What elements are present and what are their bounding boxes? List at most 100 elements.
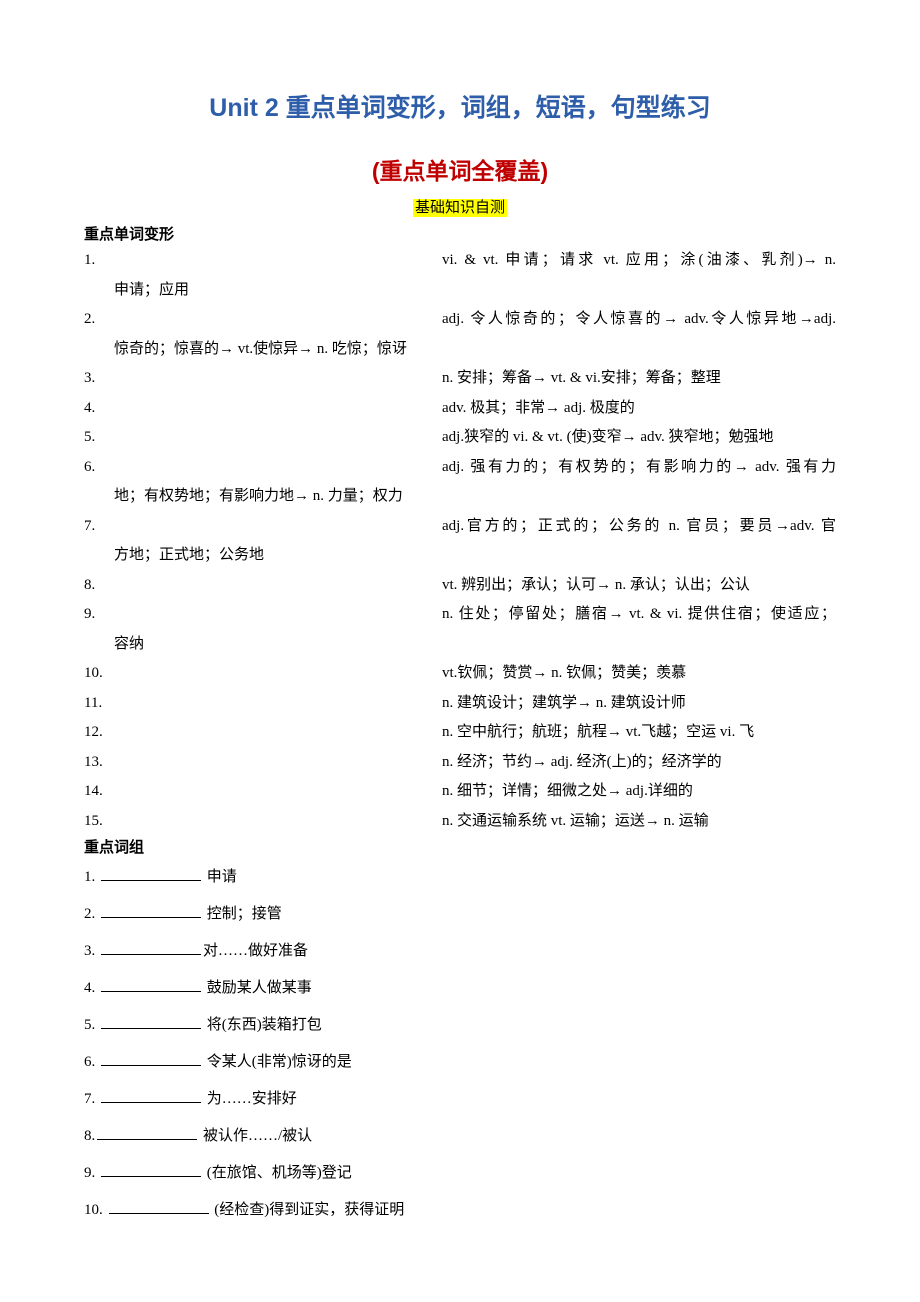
phrase-item-number: 1. <box>84 869 99 885</box>
phrase-item-blank <box>101 904 201 918</box>
vocab-item-continuation: 惊奇的；惊喜的→ vt.使惊异→ n. 吃惊；惊讶 <box>84 335 836 365</box>
vocab-item-blank <box>110 512 442 542</box>
page-title: Unit 2 重点单词变形，词组，短语，句型练习 <box>84 88 836 124</box>
phrase-item-text: 鼓励某人做某事 <box>203 980 312 996</box>
phrase-item-number: 9. <box>84 1165 99 1181</box>
vocab-item: 15. n. 交通运输系统 vt. 运输；运送→ n. 运输 <box>84 807 836 837</box>
vocab-item: 6. adj. 强有力的；有权势的；有影响力的→ adv. 强有力 <box>84 453 836 483</box>
vocab-item-blank <box>110 659 442 689</box>
phrase-item-text: 将(东西)装箱打包 <box>203 1017 322 1033</box>
vocab-item: 1. vi. & vt. 申请；请求 vt. 应用；涂(油漆、乳剂)→ n. <box>84 246 836 276</box>
phrase-item-blank <box>101 978 201 992</box>
vocab-item: 12. n. 空中航行；航班；航程→ vt.飞越；空运 vi. 飞 <box>84 718 836 748</box>
phrase-item-blank <box>101 1052 201 1066</box>
vocab-item-blank <box>110 600 442 630</box>
vocab-item-number: 14. <box>84 777 110 807</box>
vocab-item: 5.adj.狭窄的 vi. & vt. (使)变窄→ adv. 狭窄地；勉强地 <box>84 423 836 453</box>
vocab-item-blank <box>110 453 442 483</box>
phrase-item-blank <box>101 941 201 955</box>
vocab-item-blank <box>110 246 442 276</box>
phrase-item-number: 7. <box>84 1091 99 1107</box>
vocab-item: 10. vt.钦佩；赞赏→ n. 钦佩；赞美；羡慕 <box>84 659 836 689</box>
vocab-list: 1. vi. & vt. 申请；请求 vt. 应用；涂(油漆、乳剂)→ n.申请；… <box>84 246 836 836</box>
vocab-item-definition: adj. 令人惊奇的；令人惊喜的→ adv.令人惊异地→adj. <box>442 305 836 335</box>
phrase-item-text: (经检查)得到证实，获得证明 <box>211 1202 405 1218</box>
section-header-phrases: 重点词组 <box>84 836 836 857</box>
vocab-item: 11. n. 建筑设计；建筑学→ n. 建筑设计师 <box>84 689 836 719</box>
vocab-item-continuation: 地；有权势地；有影响力地→ n. 力量；权力 <box>84 482 836 512</box>
vocab-item-definition: n. 安排；筹备→ vt. & vi.安排；筹备；整理 <box>442 364 836 394</box>
vocab-item: 9. n. 住处；停留处；膳宿→ vt. & vi. 提供住宿；使适应； <box>84 600 836 630</box>
vocab-item-number: 1. <box>84 246 110 276</box>
vocab-item-blank <box>110 423 442 453</box>
vocab-item-number: 8. <box>84 571 110 601</box>
phrase-item-text: 对……做好准备 <box>203 943 308 959</box>
phrase-item-number: 2. <box>84 906 99 922</box>
vocab-item-blank <box>110 571 442 601</box>
phrase-item-blank <box>101 1015 201 1029</box>
phrase-item-blank <box>101 867 201 881</box>
phrase-item-text: 申请 <box>203 869 237 885</box>
vocab-item: 8. vt. 辨别出；承认；认可→ n. 承认；认出；公认 <box>84 571 836 601</box>
page-subtitle: (重点单词全覆盖) <box>84 152 836 186</box>
phrase-item-blank <box>101 1089 201 1103</box>
phrase-item-text: 被认作……/被认 <box>199 1128 312 1144</box>
vocab-item-number: 9. <box>84 600 110 630</box>
vocab-item-number: 5. <box>84 423 110 453</box>
phrase-item-number: 3. <box>84 943 99 959</box>
phrase-item: 1. 申请 <box>84 859 836 896</box>
vocab-item: 13. n. 经济；节约→ adj. 经济(上)的；经济学的 <box>84 748 836 778</box>
phrase-item-blank <box>101 1163 201 1177</box>
vocab-item-blank <box>110 689 442 719</box>
phrase-item-blank <box>109 1200 209 1214</box>
vocab-item-blank <box>110 718 442 748</box>
vocab-item: 4. adv. 极其；非常→ adj. 极度的 <box>84 394 836 424</box>
vocab-item-definition: n. 交通运输系统 vt. 运输；运送→ n. 运输 <box>442 807 836 837</box>
vocab-item-blank <box>110 777 442 807</box>
vocab-item-blank <box>110 364 442 394</box>
vocab-item-definition: n. 建筑设计；建筑学→ n. 建筑设计师 <box>442 689 836 719</box>
phrase-item: 2. 控制；接管 <box>84 896 836 933</box>
phrase-item: 6. 令某人(非常)惊讶的是 <box>84 1044 836 1081</box>
vocab-item-number: 13. <box>84 748 110 778</box>
phrase-item-text: 令某人(非常)惊讶的是 <box>203 1054 352 1070</box>
vocab-item-definition: adv. 极其；非常→ adj. 极度的 <box>442 394 836 424</box>
vocab-item-definition: n. 经济；节约→ adj. 经济(上)的；经济学的 <box>442 748 836 778</box>
vocab-item-definition: adj. 强有力的；有权势的；有影响力的→ adv. 强有力 <box>442 453 836 483</box>
vocab-item-number: 7. <box>84 512 110 542</box>
phrase-item-text: 为……安排好 <box>203 1091 297 1107</box>
vocab-item: 14. n. 细节；详情；细微之处→ adj.详细的 <box>84 777 836 807</box>
phrase-item-text: (在旅馆、机场等)登记 <box>203 1165 352 1181</box>
phrase-item: 9. (在旅馆、机场等)登记 <box>84 1155 836 1192</box>
phrase-item: 5. 将(东西)装箱打包 <box>84 1007 836 1044</box>
vocab-item-definition: n. 空中航行；航班；航程→ vt.飞越；空运 vi. 飞 <box>442 718 836 748</box>
phrase-item-number: 6. <box>84 1054 99 1070</box>
section-sub-header: 基础知识自测 <box>84 196 836 217</box>
vocab-item-blank <box>110 394 442 424</box>
vocab-item-number: 6. <box>84 453 110 483</box>
vocab-item-definition: adj.官方的；正式的；公务的 n. 官员；要员→adv. 官 <box>442 512 836 542</box>
phrase-item: 4. 鼓励某人做某事 <box>84 970 836 1007</box>
phrase-item-number: 5. <box>84 1017 99 1033</box>
vocab-item-definition: n. 住处；停留处；膳宿→ vt. & vi. 提供住宿；使适应； <box>442 600 836 630</box>
vocab-item-number: 2. <box>84 305 110 335</box>
phrase-item-number: 8. <box>84 1128 95 1144</box>
vocab-item-definition: vt. 辨别出；承认；认可→ n. 承认；认出；公认 <box>442 571 836 601</box>
vocab-item-number: 15. <box>84 807 110 837</box>
vocab-item-definition: vi. & vt. 申请；请求 vt. 应用；涂(油漆、乳剂)→ n. <box>442 246 836 276</box>
vocab-item-number: 10. <box>84 659 110 689</box>
vocab-item-definition: n. 细节；详情；细微之处→ adj.详细的 <box>442 777 836 807</box>
phrase-item-blank <box>97 1126 197 1140</box>
vocab-item-number: 3. <box>84 364 110 394</box>
phrase-item-number: 4. <box>84 980 99 996</box>
vocab-item-continuation: 申请；应用 <box>84 276 836 306</box>
vocab-item-number: 12. <box>84 718 110 748</box>
vocab-item-number: 4. <box>84 394 110 424</box>
phrase-list: 1. 申请2. 控制；接管3. 对……做好准备4. 鼓励某人做某事5. 将(东西… <box>84 859 836 1229</box>
phrase-item: 10. (经检查)得到证实，获得证明 <box>84 1192 836 1229</box>
vocab-item-number: 11. <box>84 689 110 719</box>
phrase-item: 3. 对……做好准备 <box>84 933 836 970</box>
vocab-item-blank <box>110 305 442 335</box>
vocab-item-blank <box>110 807 442 837</box>
vocab-item-definition: vt.钦佩；赞赏→ n. 钦佩；赞美；羡慕 <box>442 659 836 689</box>
